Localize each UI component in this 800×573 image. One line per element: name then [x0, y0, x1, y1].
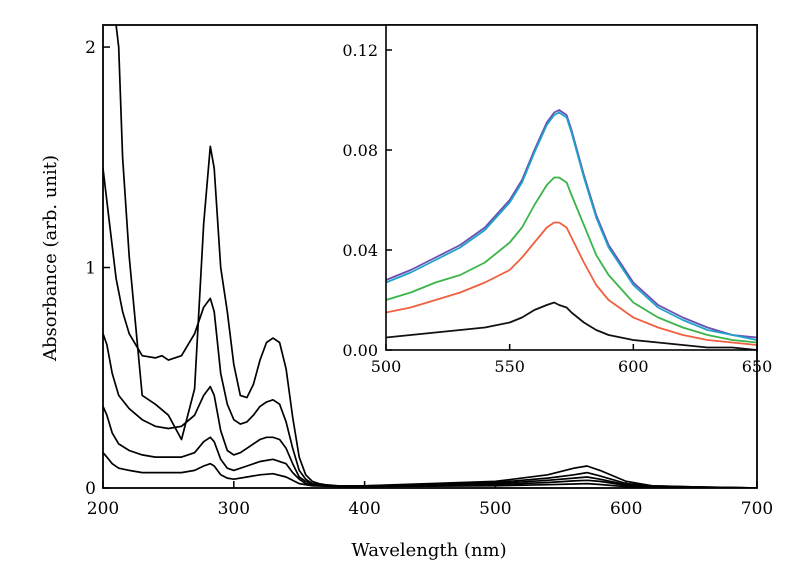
inset-series-line-4	[386, 221, 757, 346]
inset-plot-frame	[385, 24, 758, 351]
main-series-line-4	[103, 405, 757, 488]
main-y-tick-label: 2	[85, 38, 96, 58]
main-series-group	[103, 25, 757, 488]
main-series-line-3	[103, 332, 757, 488]
inset-series-line-2	[386, 111, 757, 341]
main-series-line-1	[115, 25, 757, 488]
main-x-tick-label: 700	[741, 499, 773, 519]
inset-series-group	[386, 109, 757, 350]
inset-y-tick-label: 0.12	[342, 41, 378, 60]
main-axis-ticks: 200 300 400 500 600 700 0 1 2	[85, 38, 773, 519]
x-axis-title: Wavelength (nm)	[351, 540, 506, 561]
main-x-tick-label: 200	[87, 499, 119, 519]
inset-series-line-1	[386, 109, 757, 339]
main-y-tick-label: 1	[85, 259, 96, 279]
main-y-tick-label: 0	[85, 479, 96, 499]
inset-axis-ticks: 500 550 600 650 0.00 0.04 0.08 0.12	[342, 41, 772, 376]
inset-y-tick-label: 0.04	[342, 241, 378, 260]
inset-x-tick-label: 600	[618, 357, 649, 376]
main-x-tick-label: 300	[218, 499, 250, 519]
inset-plot: 500 550 600 650 0.00 0.04 0.08 0.12	[342, 24, 772, 376]
y-axis-title: Absorbance (arb. unit)	[40, 155, 61, 362]
inset-y-tick-label: 0.00	[342, 341, 378, 360]
main-x-tick-label: 500	[479, 499, 511, 519]
main-series-line-5	[103, 451, 757, 488]
inset-x-tick-label: 550	[494, 357, 525, 376]
inset-series-line-3	[386, 176, 757, 344]
inset-background	[386, 25, 757, 350]
inset-y-tick-label: 0.08	[342, 141, 378, 160]
main-x-tick-label: 400	[348, 499, 380, 519]
inset-series-line-5	[386, 301, 757, 350]
main-x-tick-label: 600	[610, 499, 642, 519]
inset-x-tick-label: 650	[742, 357, 773, 376]
main-series-line-2	[103, 167, 757, 488]
inset-x-tick-label: 500	[371, 357, 402, 376]
